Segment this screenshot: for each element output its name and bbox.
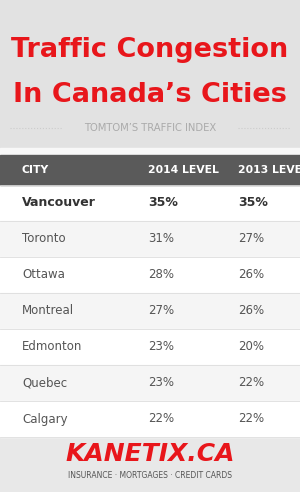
Text: 31%: 31% bbox=[148, 233, 174, 246]
Text: CITY: CITY bbox=[22, 165, 49, 175]
Bar bbox=[0, 293, 300, 329]
Text: 20%: 20% bbox=[238, 340, 264, 353]
Text: Calgary: Calgary bbox=[22, 412, 68, 426]
Text: TOMTOM’S TRAFFIC INDEX: TOMTOM’S TRAFFIC INDEX bbox=[84, 123, 216, 133]
Text: 35%: 35% bbox=[238, 196, 268, 210]
Text: 2013 LEVEL: 2013 LEVEL bbox=[238, 165, 300, 175]
Text: 22%: 22% bbox=[238, 376, 264, 390]
Text: 23%: 23% bbox=[148, 376, 174, 390]
Text: 22%: 22% bbox=[238, 412, 264, 426]
Bar bbox=[0, 221, 300, 257]
Text: KANETIX.CA: KANETIX.CA bbox=[65, 442, 235, 466]
Bar bbox=[0, 365, 300, 401]
Text: Edmonton: Edmonton bbox=[22, 340, 82, 353]
Text: 22%: 22% bbox=[148, 412, 174, 426]
Bar bbox=[0, 257, 300, 293]
Text: 27%: 27% bbox=[148, 305, 174, 317]
Text: 26%: 26% bbox=[238, 269, 264, 281]
Text: Quebec: Quebec bbox=[22, 376, 67, 390]
Text: Vancouver: Vancouver bbox=[22, 196, 96, 210]
Text: 2014 LEVEL: 2014 LEVEL bbox=[148, 165, 219, 175]
Text: 27%: 27% bbox=[238, 233, 264, 246]
Text: Ottawa: Ottawa bbox=[22, 269, 65, 281]
Bar bbox=[0, 0, 300, 148]
Text: 26%: 26% bbox=[238, 305, 264, 317]
Text: 28%: 28% bbox=[148, 269, 174, 281]
Bar bbox=[0, 329, 300, 365]
Text: Toronto: Toronto bbox=[22, 233, 66, 246]
Text: Montreal: Montreal bbox=[22, 305, 74, 317]
Text: INSURANCE · MORTGAGES · CREDIT CARDS: INSURANCE · MORTGAGES · CREDIT CARDS bbox=[68, 471, 232, 481]
Bar bbox=[0, 424, 300, 492]
Bar bbox=[0, 148, 300, 424]
Text: 23%: 23% bbox=[148, 340, 174, 353]
Text: 35%: 35% bbox=[148, 196, 178, 210]
Bar bbox=[0, 185, 300, 221]
Text: In Canada’s Cities: In Canada’s Cities bbox=[13, 82, 287, 108]
Bar bbox=[0, 401, 300, 437]
Text: Traffic Congestion: Traffic Congestion bbox=[11, 37, 289, 63]
Bar bbox=[0, 155, 300, 185]
